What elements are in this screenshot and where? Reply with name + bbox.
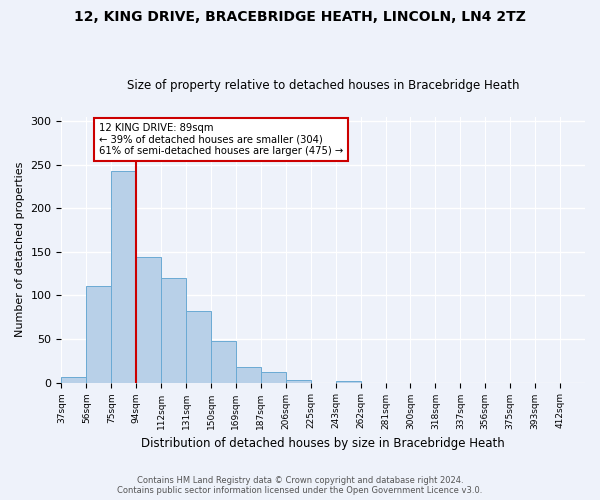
Title: Size of property relative to detached houses in Bracebridge Heath: Size of property relative to detached ho… [127,79,520,92]
Y-axis label: Number of detached properties: Number of detached properties [15,162,25,338]
Bar [211,340,236,382]
Bar [61,378,86,382]
Bar [236,367,261,382]
Text: Contains HM Land Registry data © Crown copyright and database right 2024.
Contai: Contains HM Land Registry data © Crown c… [118,476,482,495]
Bar [111,171,136,382]
Bar [136,257,161,382]
Bar [186,311,211,382]
X-axis label: Distribution of detached houses by size in Bracebridge Heath: Distribution of detached houses by size … [142,437,505,450]
Bar [86,286,111,382]
Bar [286,380,311,382]
Text: 12 KING DRIVE: 89sqm
← 39% of detached houses are smaller (304)
61% of semi-deta: 12 KING DRIVE: 89sqm ← 39% of detached h… [99,123,343,156]
Bar [335,381,361,382]
Bar [261,372,286,382]
Text: 12, KING DRIVE, BRACEBRIDGE HEATH, LINCOLN, LN4 2TZ: 12, KING DRIVE, BRACEBRIDGE HEATH, LINCO… [74,10,526,24]
Bar [161,278,186,382]
